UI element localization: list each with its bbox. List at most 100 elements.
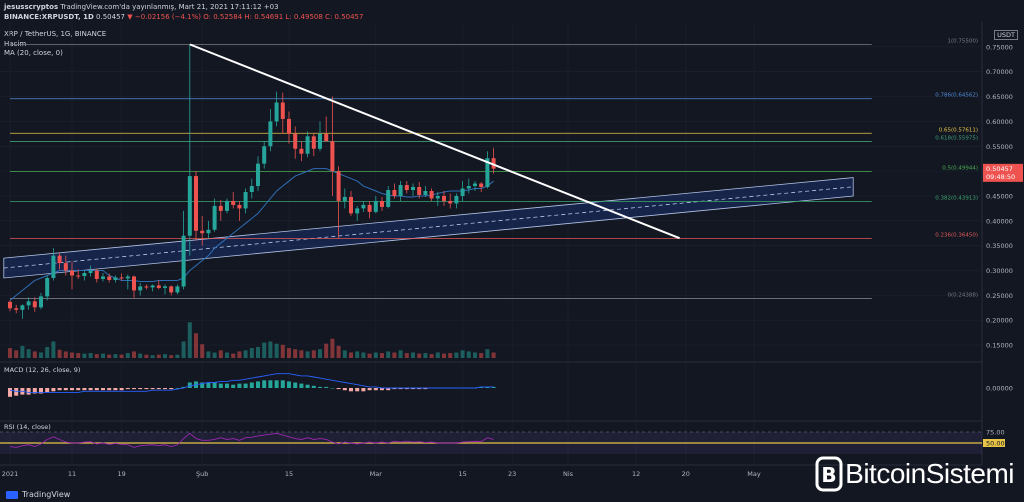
volume-bar [156,354,161,358]
chart-title: XRP / TetherUS, 1G, BINANCE [4,30,107,38]
candle-body [70,270,74,276]
macd-bar [386,388,391,391]
volume-bar [63,351,68,358]
volume-bar [249,348,254,358]
macd-bar [417,388,422,390]
volume-bar [206,351,211,358]
volume-bar [163,354,167,358]
macd-bar [163,388,167,390]
candle-body [94,270,99,279]
rsi-pane: RSI (14, close) 75.00 50.00 [0,423,1005,454]
price-axis[interactable]: 0.750000.700000.650000.600000.550000.500… [986,43,1013,349]
volume-bar [268,341,273,358]
price-tick: 0.65000 [986,93,1013,101]
rsi-mid-badge [983,439,1005,447]
volume-bar [57,349,62,358]
candle-body [194,176,198,231]
time-axis[interactable]: 2021 11 19 Şub 15 Mar 15 23 Nis 12 20 May [2,470,761,478]
price-tick: 0.45000 [986,192,1013,200]
macd-line [9,373,494,393]
candle-body [8,301,12,309]
volume-bar [293,349,298,358]
macd-bar [243,383,248,388]
macd-bar [293,382,298,388]
candle-body [125,276,130,279]
watermark-text: BitcoinSistemi [845,458,1014,489]
price-change: ▼ −0.02156 (−4.1%) [127,13,201,21]
volume-bar [194,333,198,358]
candle-body [169,286,174,293]
rsi-line [9,432,494,448]
trendline[interactable] [189,43,680,240]
volume-bar [411,352,415,358]
volume-bar [262,342,267,358]
candle-body [361,204,366,209]
volume-bar [305,351,310,358]
macd-bar [8,388,12,397]
fib-label-0.786: 0.786(0.64562) [935,93,978,99]
candle-body [423,191,428,195]
channel [3,177,854,279]
fib-label-0.5: 0.5(0.49944) [942,165,978,171]
macd-bar [262,380,267,388]
macd-bar [367,388,372,391]
volume-bar [336,345,341,358]
volume-bar [435,352,440,358]
volume-bar [32,351,37,358]
macd-zero-tick: 0.00000 [986,385,1013,393]
candle-body [398,185,403,196]
candle-body [386,190,391,207]
tradingview-logo[interactable]: TradingView [6,490,70,499]
candle-body [218,205,223,211]
macd-bar [175,388,180,389]
candle-body [262,146,267,164]
candle-body [318,133,322,149]
macd-bar [479,386,484,388]
macd-bar [305,384,310,388]
volume-bar [212,352,217,358]
macd-bar [32,388,37,394]
bitcoin-logo-icon: B [815,456,843,492]
rsi-label: RSI (14, close) [4,423,51,431]
time-tick: May [747,470,761,478]
time-tick: 23 [508,470,516,478]
volume-bar [76,353,81,358]
price-tick: 0.55000 [986,143,1013,151]
macd-bar [318,386,322,388]
candle-body [429,191,434,199]
price-tick: 0.25000 [986,292,1013,300]
volume-bar [330,338,335,358]
macd-bar [218,383,223,388]
macd-bar [14,388,19,396]
candle-body [367,204,372,212]
candle-body [435,195,440,199]
candle-body [187,176,192,236]
tv-logo-icon [6,490,18,499]
macd-bar [274,380,279,388]
volume-bar [88,353,93,358]
volume-bar [169,355,174,358]
candle-body [39,296,43,308]
currency-badge[interactable]: USDT [994,30,1018,40]
candle-body [237,204,242,209]
candle-body [466,186,471,189]
price-tick: 0.15000 [986,342,1013,350]
candle-body [225,200,229,211]
volume-bar [361,352,366,358]
macd-bar [107,388,112,391]
volume-bar [225,352,229,358]
volume-bar [181,341,186,358]
volume-bar [392,352,397,358]
macd-bar [94,388,99,391]
tv-brand: TradingView [22,490,71,499]
countdown: 09:48:50 [986,173,1015,181]
time-tick: 12 [632,470,640,478]
rsi-upper-tick: 75.00 [986,429,1005,437]
volume-bar [119,354,124,358]
volume-bar [355,351,360,358]
time-tick: 20 [682,470,690,478]
candle-body [373,200,378,212]
candle-body [287,118,291,134]
volume-bar [454,352,459,358]
